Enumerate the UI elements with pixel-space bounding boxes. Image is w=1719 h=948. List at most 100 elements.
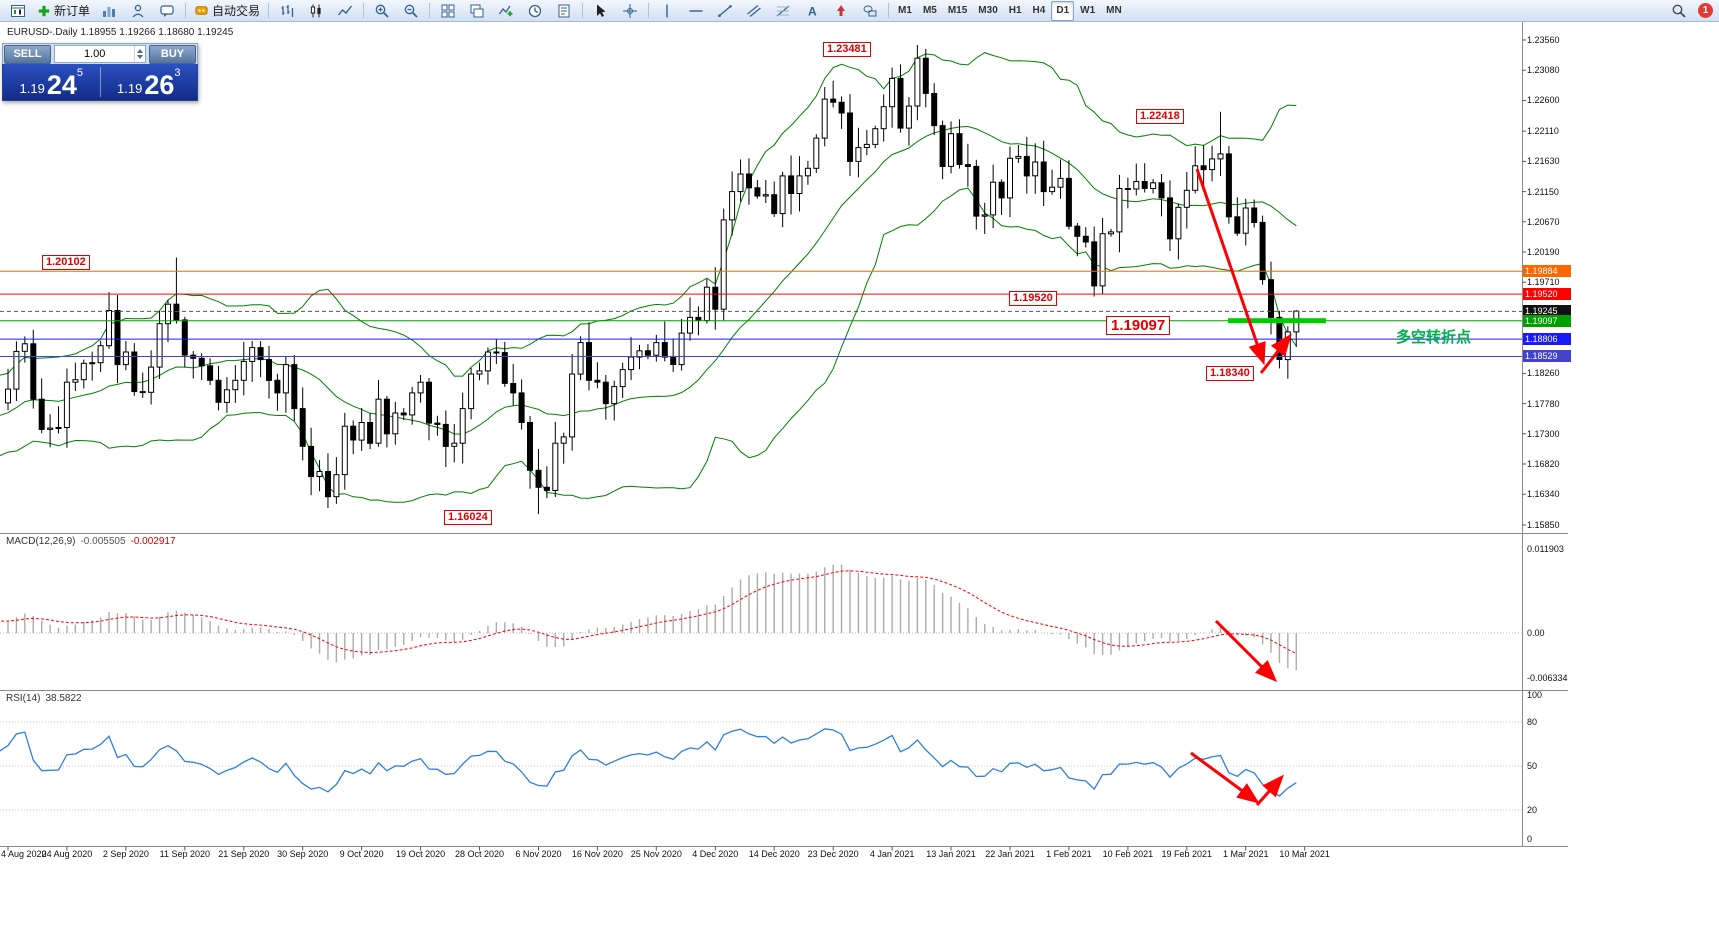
one-click-header-row: SELL BUY (2, 43, 198, 64)
date-label: 23 Dec 2020 (807, 849, 859, 859)
price-divider (99, 67, 101, 97)
toolbar-separator (888, 3, 890, 18)
trendline-tool-button[interactable] (711, 0, 739, 22)
trend-arrow-2[interactable] (1259, 333, 1292, 374)
rsi-scale-label: 80 (1527, 716, 1538, 727)
fibonacci-tool-button[interactable] (769, 0, 797, 22)
date-label: 4 Dec 2020 (692, 849, 739, 859)
cursor-button[interactable] (587, 0, 615, 22)
toolbar-separator (185, 3, 187, 18)
sell-price-display[interactable]: 1.19 24 5 (3, 64, 100, 100)
price-callout-1.16024[interactable]: 1.16024 (444, 510, 492, 525)
date-label: 4 Jan 2021 (869, 849, 915, 859)
candlestick-mode-button[interactable] (302, 0, 330, 22)
speech-bubble-icon (160, 4, 174, 17)
crosshair-button[interactable] (616, 0, 644, 22)
shapes-tool-button[interactable] (856, 0, 884, 22)
trend-arrow-4[interactable] (1190, 751, 1260, 804)
bar-chart-mode-button[interactable] (273, 0, 301, 22)
rsi-line (0, 728, 1297, 797)
date-label: 21 Sep 2020 (218, 849, 270, 859)
thick-support-segment[interactable] (1228, 318, 1326, 324)
zoom-out-button[interactable] (397, 0, 425, 22)
trend-arrow-3[interactable] (1214, 619, 1278, 683)
trend-arrow-1[interactable] (1195, 168, 1266, 366)
macd-signal-value: -0.002917 (130, 536, 176, 547)
tile-windows-button[interactable] (434, 0, 462, 22)
price-callout-1.20102[interactable]: 1.20102 (42, 255, 90, 270)
timeframe-button-W1[interactable]: W1 (1080, 4, 1096, 16)
terminal-button[interactable] (153, 0, 181, 22)
timeframe-button-M1[interactable]: M1 (898, 4, 912, 16)
vertical-line-icon (666, 4, 668, 17)
date-label: 10 Mar 2021 (1279, 849, 1330, 859)
market-watch-button[interactable] (124, 0, 152, 22)
price-callout-1.19520[interactable]: 1.19520 (1009, 291, 1057, 306)
line-chart-icon (337, 5, 353, 15)
arrows-tool-button[interactable] (827, 0, 855, 22)
buy-price-display[interactable]: 1.19 26 3 (101, 64, 198, 100)
lot-spinner-down-icon[interactable] (137, 55, 144, 59)
price-callout-1.22418[interactable]: 1.22418 (1136, 109, 1184, 124)
timeframe-button-M5[interactable]: M5 (922, 4, 937, 16)
new-order-label: 新订单 (54, 4, 91, 18)
zoom-in-button[interactable] (368, 0, 396, 22)
lot-spinner[interactable] (134, 46, 145, 62)
search-button[interactable] (1665, 0, 1693, 22)
price-scale-label: 1.23080 (1527, 65, 1560, 76)
clock-icon (528, 4, 542, 17)
lot-size-input[interactable] (55, 48, 135, 60)
trend-arrow-5[interactable] (1255, 774, 1284, 806)
text-icon: A (808, 4, 817, 18)
autotrading-button[interactable]: 自动交易 (190, 0, 264, 22)
timeframe-button-M15[interactable]: M15 (947, 4, 968, 16)
date-label: 9 Oct 2020 (339, 849, 384, 859)
new-chart-button[interactable] (4, 0, 32, 22)
price-scale-label: 1.17780 (1527, 398, 1560, 409)
date-label: 10 Feb 2021 (1102, 849, 1154, 859)
price-scale-label: 1.21630 (1527, 156, 1560, 167)
vertical-line-tool-button[interactable] (653, 0, 681, 22)
timeframe-button-H4[interactable]: H4 (1032, 4, 1046, 16)
trendline-icon (718, 4, 732, 17)
timeframe-button-M30[interactable]: M30 (978, 4, 998, 16)
date-label: 19 Oct 2020 (396, 849, 446, 859)
cascade-windows-button[interactable] (463, 0, 491, 22)
price-tag-1.19097: 1.19097 (1523, 314, 1571, 327)
price-tag-1.19884: 1.19884 (1523, 265, 1571, 278)
date-label: 11 Sep 2020 (159, 849, 211, 859)
horizontal-line-tool-button[interactable] (682, 0, 710, 22)
line-chart-mode-button[interactable] (331, 0, 359, 22)
price-callout-1.18340[interactable]: 1.18340 (1206, 366, 1254, 381)
turning-point-note[interactable]: 多空转折点 (1396, 329, 1472, 346)
cascade-windows-icon (470, 4, 484, 17)
rsi-label: RSI(14) (6, 693, 41, 704)
templates-button[interactable] (550, 0, 578, 22)
lot-spinner-up-icon[interactable] (137, 49, 144, 53)
macd-indicator-label: MACD(12,26,9) -0.005505 -0.002917 (6, 536, 176, 547)
date-label: 2 Sep 2020 (102, 849, 149, 859)
text-tool-button[interactable]: A (798, 0, 826, 22)
price-scale-label: 1.21150 (1527, 186, 1559, 197)
buy-button[interactable]: BUY (149, 44, 196, 64)
profiles-button[interactable] (95, 0, 123, 22)
price-callout-1.19097[interactable]: 1.19097 (1106, 316, 1171, 335)
timeframe-button-MN[interactable]: MN (1106, 4, 1122, 16)
periods-button[interactable] (521, 0, 549, 22)
timeframe-button-H1[interactable]: H1 (1008, 4, 1022, 16)
indicators-button[interactable] (492, 0, 520, 22)
rsi-value: 38.5822 (45, 693, 82, 704)
new-order-button[interactable]: 新订单 (33, 0, 94, 22)
one-click-price-row: 1.19 24 5 1.19 26 3 (2, 64, 198, 101)
ohlc-bars-icon (281, 4, 294, 17)
bar-profile-icon (103, 6, 116, 17)
price-scale-label: 1.17300 (1527, 428, 1560, 439)
timeframe-button-D1[interactable]: D1 (1051, 0, 1075, 21)
price-callout-1.23481[interactable]: 1.23481 (823, 42, 871, 57)
sell-button[interactable]: SELL (4, 44, 51, 64)
channel-tool-button[interactable] (740, 0, 768, 22)
notification-badge[interactable]: 1 (1698, 3, 1713, 18)
